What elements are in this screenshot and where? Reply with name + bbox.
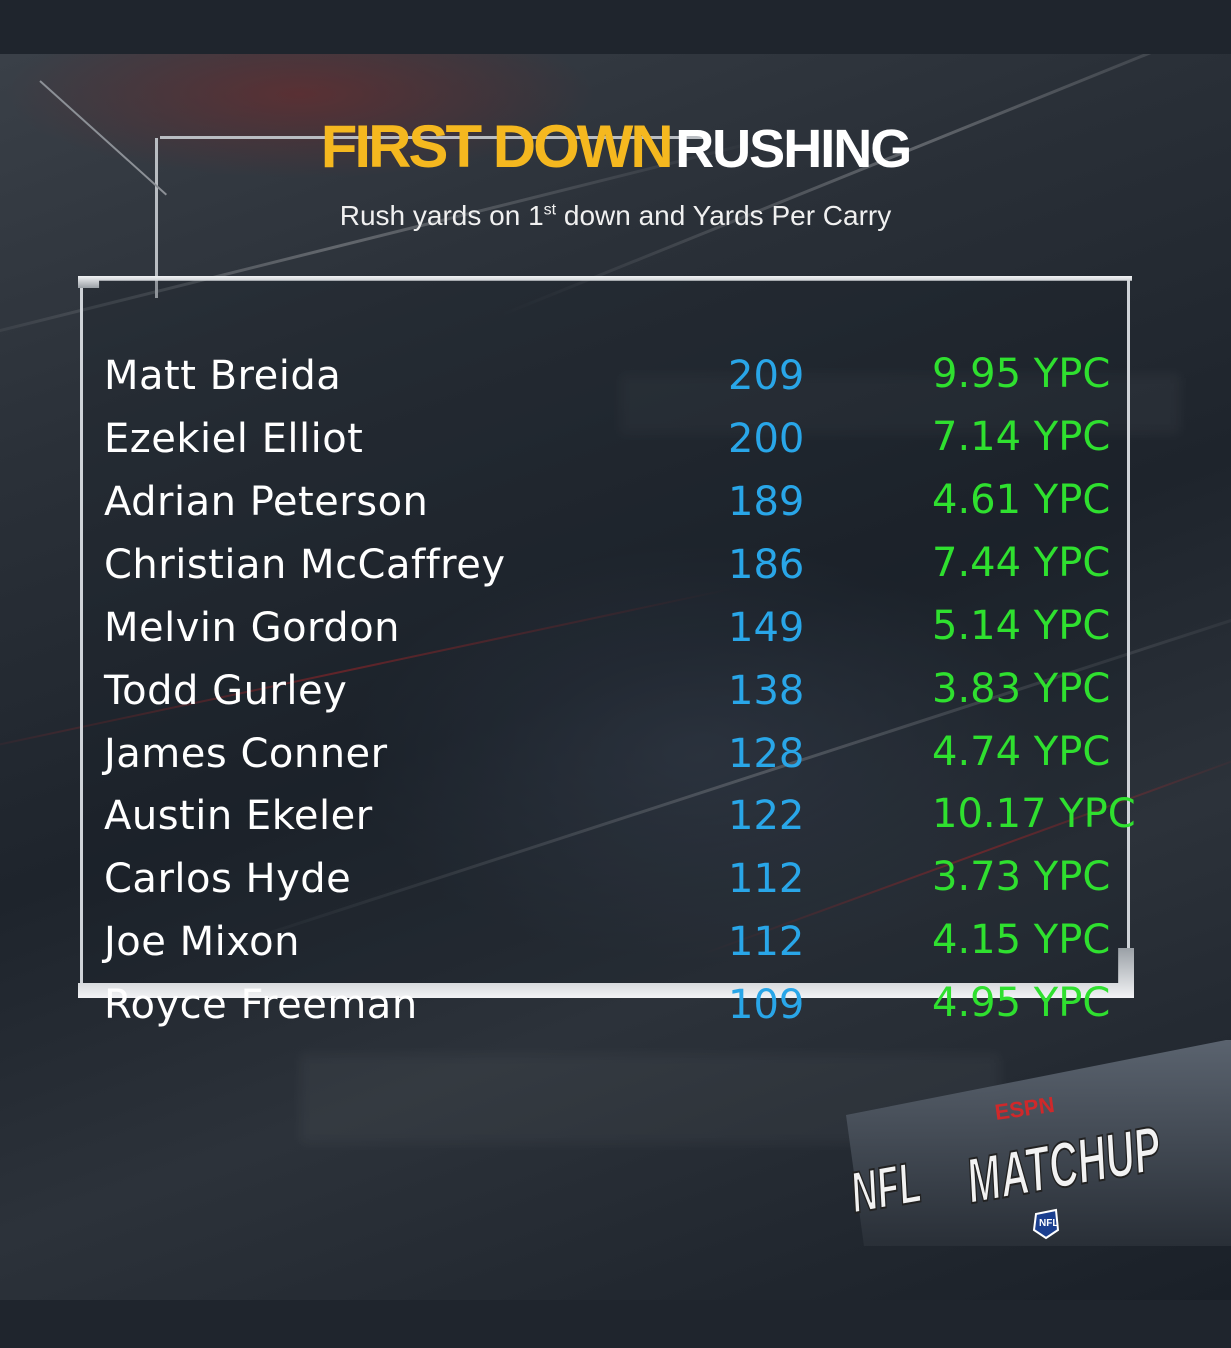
table-row: Carlos Hyde 112 3.73 YPC bbox=[0, 850, 1231, 913]
yards-per-carry: 7.44 YPC bbox=[932, 540, 1111, 586]
player-name: Christian McCaffrey bbox=[104, 542, 506, 588]
yards-per-carry: 5.14 YPC bbox=[932, 603, 1111, 649]
rush-yards: 138 bbox=[728, 668, 805, 714]
table-row: James Conner 128 4.74 YPC bbox=[0, 725, 1231, 788]
player-name: Adrian Peterson bbox=[104, 479, 429, 525]
yards-per-carry: 4.15 YPC bbox=[932, 917, 1111, 963]
player-name: Royce Freeman bbox=[104, 982, 418, 1028]
rush-yards: 200 bbox=[728, 416, 805, 462]
yards-per-carry: 7.14 YPC bbox=[932, 414, 1111, 460]
rush-yards: 149 bbox=[728, 605, 805, 651]
table-row: Austin Ekeler 122 10.17 YPC bbox=[0, 787, 1231, 850]
rush-yards: 112 bbox=[728, 856, 805, 902]
rush-yards: 209 bbox=[728, 353, 805, 399]
graphic-background bbox=[0, 54, 1231, 1300]
subtitle-before: Rush yards on 1 bbox=[339, 200, 544, 231]
player-name: Melvin Gordon bbox=[104, 605, 401, 651]
rush-yards: 112 bbox=[728, 919, 805, 965]
player-name: James Conner bbox=[104, 731, 388, 777]
yards-per-carry: 3.73 YPC bbox=[932, 854, 1111, 900]
rush-yards: 128 bbox=[728, 731, 805, 777]
background-blur bbox=[620, 374, 1180, 434]
svg-text:NFL: NFL bbox=[846, 1150, 926, 1226]
stats-panel bbox=[80, 280, 1130, 994]
player-name: Carlos Hyde bbox=[104, 856, 352, 902]
rush-yards: 186 bbox=[728, 542, 805, 588]
yards-per-carry: 10.17 YPC bbox=[932, 791, 1136, 837]
subtitle: Rush yards on 1st down and Yards Per Car… bbox=[0, 200, 1231, 232]
yards-per-carry: 4.74 YPC bbox=[932, 729, 1111, 775]
yards-per-carry: 4.95 YPC bbox=[932, 980, 1111, 1026]
rush-yards: 189 bbox=[728, 479, 805, 525]
nfl-matchup-logo: ESPN NFL MATCHUP NFL bbox=[846, 1040, 1231, 1246]
yards-per-carry: 9.95 YPC bbox=[932, 351, 1111, 397]
player-name: Matt Breida bbox=[104, 353, 342, 399]
table-row: Christian McCaffrey 186 7.44 YPC bbox=[0, 536, 1231, 599]
title-rest: RUSHING bbox=[675, 119, 912, 179]
subtitle-superscript: st bbox=[543, 201, 557, 219]
player-name: Joe Mixon bbox=[104, 919, 300, 965]
player-name: Austin Ekeler bbox=[104, 793, 373, 839]
rush-yards: 109 bbox=[728, 982, 805, 1028]
table-row: Joe Mixon 112 4.15 YPC bbox=[0, 913, 1231, 976]
player-name: Todd Gurley bbox=[104, 668, 348, 714]
table-row: Ezekiel Elliot 200 7.14 YPC bbox=[0, 410, 1231, 473]
yards-per-carry: 3.83 YPC bbox=[932, 666, 1111, 712]
top-bar bbox=[0, 0, 1231, 54]
table-row: Matt Breida 209 9.95 YPC bbox=[0, 347, 1231, 410]
table-row: Melvin Gordon 149 5.14 YPC bbox=[0, 599, 1231, 662]
rush-yards: 122 bbox=[728, 793, 805, 839]
table-row: Todd Gurley 138 3.83 YPC bbox=[0, 662, 1231, 725]
svg-text:NFL: NFL bbox=[1039, 1218, 1058, 1229]
title-highlight: FIRST DOWN bbox=[320, 113, 674, 180]
player-name: Ezekiel Elliot bbox=[104, 416, 364, 462]
page-title: FIRST DOWN RUSHING bbox=[0, 112, 1231, 181]
yards-per-carry: 4.61 YPC bbox=[932, 477, 1111, 523]
subtitle-after: down and Yards Per Carry bbox=[556, 200, 892, 231]
bottom-bar bbox=[0, 1300, 1231, 1348]
table-row: Royce Freeman 109 4.95 YPC bbox=[0, 976, 1231, 1039]
table-row: Adrian Peterson 189 4.61 YPC bbox=[0, 473, 1231, 536]
frame-line-vertical bbox=[155, 138, 158, 298]
frame-line-horizontal bbox=[160, 136, 708, 139]
